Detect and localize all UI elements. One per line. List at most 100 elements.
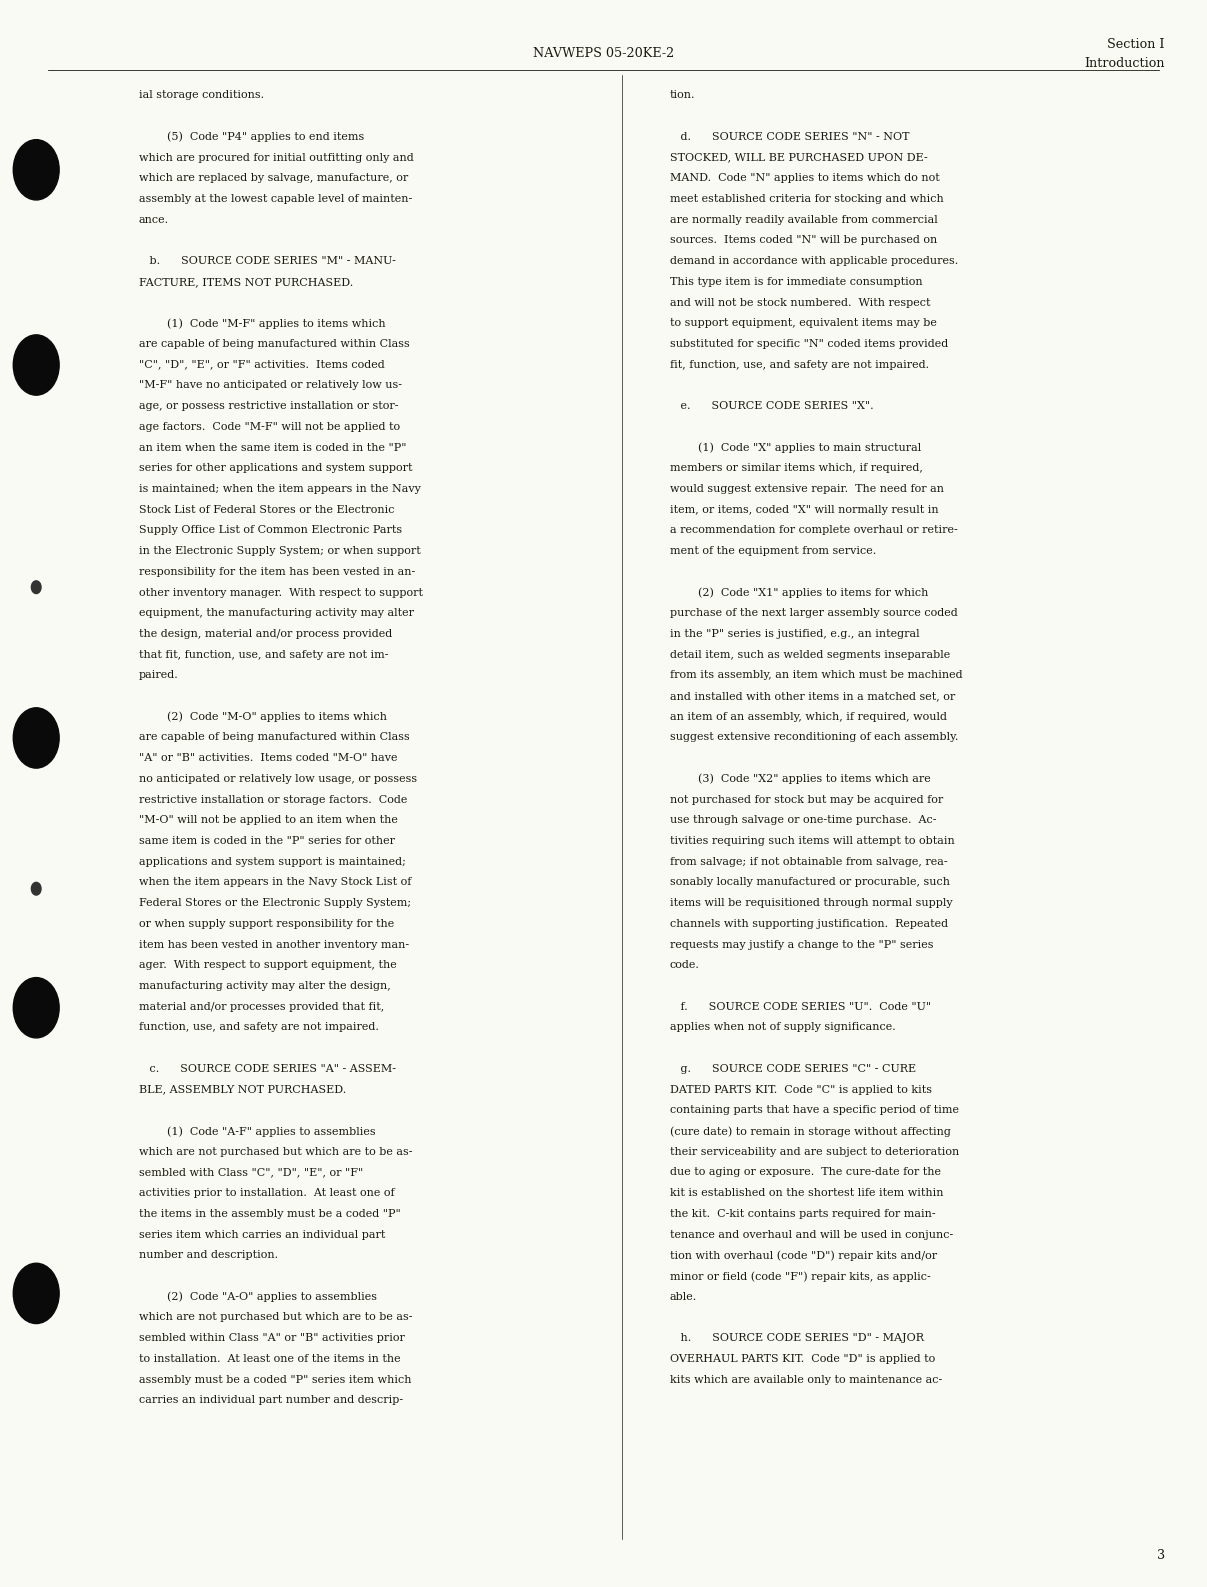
- Text: no anticipated or relatively low usage, or possess: no anticipated or relatively low usage, …: [139, 774, 416, 784]
- Text: manufacturing activity may alter the design,: manufacturing activity may alter the des…: [139, 981, 391, 990]
- Text: would suggest extensive repair.  The need for an: would suggest extensive repair. The need…: [670, 484, 944, 494]
- Text: NAVWEPS 05-20KE-2: NAVWEPS 05-20KE-2: [532, 48, 675, 60]
- Text: b.      SOURCE CODE SERIES "M" - MANU-: b. SOURCE CODE SERIES "M" - MANU-: [139, 256, 396, 267]
- Text: requests may justify a change to the "P" series: requests may justify a change to the "P"…: [670, 940, 933, 949]
- Text: detail item, such as welded segments inseparable: detail item, such as welded segments ins…: [670, 649, 950, 660]
- Text: (5)  Code "P4" applies to end items: (5) Code "P4" applies to end items: [139, 132, 365, 143]
- Text: which are not purchased but which are to be as-: which are not purchased but which are to…: [139, 1312, 413, 1322]
- Text: substituted for specific "N" coded items provided: substituted for specific "N" coded items…: [670, 340, 949, 349]
- Text: and installed with other items in a matched set, or: and installed with other items in a matc…: [670, 690, 955, 701]
- Text: able.: able.: [670, 1292, 698, 1301]
- Text: which are procured for initial outfitting only and: which are procured for initial outfittin…: [139, 152, 414, 162]
- Text: series for other applications and system support: series for other applications and system…: [139, 463, 413, 473]
- Text: sembled with Class "C", "D", "E", or "F": sembled with Class "C", "D", "E", or "F": [139, 1168, 363, 1178]
- Circle shape: [13, 708, 59, 768]
- Text: FACTURE, ITEMS NOT PURCHASED.: FACTURE, ITEMS NOT PURCHASED.: [139, 276, 354, 287]
- Text: is maintained; when the item appears in the Navy: is maintained; when the item appears in …: [139, 484, 421, 494]
- Text: applications and system support is maintained;: applications and system support is maint…: [139, 857, 406, 867]
- Text: use through salvage or one-time purchase.  Ac-: use through salvage or one-time purchase…: [670, 816, 937, 825]
- Text: which are replaced by salvage, manufacture, or: which are replaced by salvage, manufactu…: [139, 173, 408, 184]
- Text: items will be requisitioned through normal supply: items will be requisitioned through norm…: [670, 898, 952, 908]
- Circle shape: [13, 1263, 59, 1324]
- Text: from salvage; if not obtainable from salvage, rea-: from salvage; if not obtainable from sal…: [670, 857, 947, 867]
- Text: suggest extensive reconditioning of each assembly.: suggest extensive reconditioning of each…: [670, 733, 958, 743]
- Text: (2)  Code "A-O" applies to assemblies: (2) Code "A-O" applies to assemblies: [139, 1292, 377, 1303]
- Text: other inventory manager.  With respect to support: other inventory manager. With respect to…: [139, 587, 422, 598]
- Text: restrictive installation or storage factors.  Code: restrictive installation or storage fact…: [139, 795, 407, 805]
- Text: Federal Stores or the Electronic Supply System;: Federal Stores or the Electronic Supply …: [139, 898, 410, 908]
- Text: or when supply support responsibility for the: or when supply support responsibility fo…: [139, 919, 393, 928]
- Text: fit, function, use, and safety are not impaired.: fit, function, use, and safety are not i…: [670, 360, 929, 370]
- Text: BLE, ASSEMBLY NOT PURCHASED.: BLE, ASSEMBLY NOT PURCHASED.: [139, 1084, 346, 1095]
- Text: to support equipment, equivalent items may be: to support equipment, equivalent items m…: [670, 319, 937, 329]
- Text: function, use, and safety are not impaired.: function, use, and safety are not impair…: [139, 1022, 379, 1033]
- Text: equipment, the manufacturing activity may alter: equipment, the manufacturing activity ma…: [139, 608, 414, 619]
- Text: 3: 3: [1156, 1549, 1165, 1562]
- Text: Introduction: Introduction: [1084, 57, 1165, 70]
- Circle shape: [13, 978, 59, 1038]
- Text: to installation.  At least one of the items in the: to installation. At least one of the ite…: [139, 1354, 401, 1363]
- Text: This type item is for immediate consumption: This type item is for immediate consumpt…: [670, 276, 922, 287]
- Text: (1)  Code "A-F" applies to assemblies: (1) Code "A-F" applies to assemblies: [139, 1127, 375, 1136]
- Text: "M-O" will not be applied to an item when the: "M-O" will not be applied to an item whe…: [139, 816, 397, 825]
- Text: Supply Office List of Common Electronic Parts: Supply Office List of Common Electronic …: [139, 525, 402, 535]
- Text: (2)  Code "M-O" applies to items which: (2) Code "M-O" applies to items which: [139, 713, 386, 722]
- Circle shape: [13, 140, 59, 200]
- Text: f.      SOURCE CODE SERIES "U".  Code "U": f. SOURCE CODE SERIES "U". Code "U": [670, 1001, 931, 1013]
- Text: series item which carries an individual part: series item which carries an individual …: [139, 1230, 385, 1239]
- Text: when the item appears in the Navy Stock List of: when the item appears in the Navy Stock …: [139, 878, 412, 887]
- Text: "C", "D", "E", or "F" activities.  Items coded: "C", "D", "E", or "F" activities. Items …: [139, 360, 385, 370]
- Text: applies when not of supply significance.: applies when not of supply significance.: [670, 1022, 896, 1033]
- Text: code.: code.: [670, 960, 700, 970]
- Circle shape: [13, 335, 59, 395]
- Text: are normally readily available from commercial: are normally readily available from comm…: [670, 214, 938, 225]
- Text: c.      SOURCE CODE SERIES "A" - ASSEM-: c. SOURCE CODE SERIES "A" - ASSEM-: [139, 1063, 396, 1074]
- Text: (3)  Code "X2" applies to items which are: (3) Code "X2" applies to items which are: [670, 774, 931, 784]
- Text: not purchased for stock but may be acquired for: not purchased for stock but may be acqui…: [670, 795, 943, 805]
- Text: MAND.  Code "N" applies to items which do not: MAND. Code "N" applies to items which do…: [670, 173, 939, 184]
- Text: the design, material and/or process provided: the design, material and/or process prov…: [139, 628, 392, 640]
- Text: number and description.: number and description.: [139, 1251, 278, 1260]
- Text: (1)  Code "X" applies to main structural: (1) Code "X" applies to main structural: [670, 443, 921, 454]
- Text: responsibility for the item has been vested in an-: responsibility for the item has been ves…: [139, 567, 415, 576]
- Text: tion.: tion.: [670, 90, 695, 100]
- Text: material and/or processes provided that fit,: material and/or processes provided that …: [139, 1001, 384, 1013]
- Text: (2)  Code "X1" applies to items for which: (2) Code "X1" applies to items for which: [670, 587, 928, 598]
- Text: containing parts that have a specific period of time: containing parts that have a specific pe…: [670, 1105, 958, 1116]
- Text: demand in accordance with applicable procedures.: demand in accordance with applicable pro…: [670, 256, 958, 267]
- Text: "A" or "B" activities.  Items coded "M-O" have: "A" or "B" activities. Items coded "M-O"…: [139, 754, 397, 763]
- Text: from its assembly, an item which must be machined: from its assembly, an item which must be…: [670, 670, 962, 681]
- Text: sonably locally manufactured or procurable, such: sonably locally manufactured or procurab…: [670, 878, 950, 887]
- Text: age, or possess restrictive installation or stor-: age, or possess restrictive installation…: [139, 402, 398, 411]
- Text: the items in the assembly must be a coded "P": the items in the assembly must be a code…: [139, 1209, 401, 1219]
- Text: carries an individual part number and descrip-: carries an individual part number and de…: [139, 1395, 403, 1404]
- Text: ment of the equipment from service.: ment of the equipment from service.: [670, 546, 876, 555]
- Text: tion with overhaul (code "D") repair kits and/or: tion with overhaul (code "D") repair kit…: [670, 1251, 937, 1260]
- Text: minor or field (code "F") repair kits, as applic-: minor or field (code "F") repair kits, a…: [670, 1271, 931, 1282]
- Text: same item is coded in the "P" series for other: same item is coded in the "P" series for…: [139, 836, 395, 846]
- Text: ager.  With respect to support equipment, the: ager. With respect to support equipment,…: [139, 960, 397, 970]
- Circle shape: [31, 882, 41, 895]
- Text: a recommendation for complete overhaul or retire-: a recommendation for complete overhaul o…: [670, 525, 957, 535]
- Text: that fit, function, use, and safety are not im-: that fit, function, use, and safety are …: [139, 649, 389, 660]
- Text: g.      SOURCE CODE SERIES "C" - CURE: g. SOURCE CODE SERIES "C" - CURE: [670, 1063, 916, 1074]
- Text: age factors.  Code "M-F" will not be applied to: age factors. Code "M-F" will not be appl…: [139, 422, 400, 432]
- Text: sembled within Class "A" or "B" activities prior: sembled within Class "A" or "B" activiti…: [139, 1333, 404, 1343]
- Text: assembly at the lowest capable level of mainten-: assembly at the lowest capable level of …: [139, 194, 412, 205]
- Text: e.      SOURCE CODE SERIES "X".: e. SOURCE CODE SERIES "X".: [670, 402, 874, 411]
- Text: (1)  Code "M-F" applies to items which: (1) Code "M-F" applies to items which: [139, 319, 385, 329]
- Text: are capable of being manufactured within Class: are capable of being manufactured within…: [139, 733, 409, 743]
- Text: due to aging or exposure.  The cure-date for the: due to aging or exposure. The cure-date …: [670, 1168, 941, 1178]
- Text: sources.  Items coded "N" will be purchased on: sources. Items coded "N" will be purchas…: [670, 235, 937, 246]
- Text: paired.: paired.: [139, 670, 179, 681]
- Text: STOCKED, WILL BE PURCHASED UPON DE-: STOCKED, WILL BE PURCHASED UPON DE-: [670, 152, 928, 162]
- Text: Section I: Section I: [1107, 38, 1165, 51]
- Text: tivities requiring such items will attempt to obtain: tivities requiring such items will attem…: [670, 836, 955, 846]
- Text: ial storage conditions.: ial storage conditions.: [139, 90, 264, 100]
- Text: item has been vested in another inventory man-: item has been vested in another inventor…: [139, 940, 409, 949]
- Text: ance.: ance.: [139, 214, 169, 225]
- Text: "M-F" have no anticipated or relatively low us-: "M-F" have no anticipated or relatively …: [139, 381, 402, 390]
- Text: item, or items, coded "X" will normally result in: item, or items, coded "X" will normally …: [670, 505, 939, 514]
- Text: d.      SOURCE CODE SERIES "N" - NOT: d. SOURCE CODE SERIES "N" - NOT: [670, 132, 909, 141]
- Text: an item of an assembly, which, if required, would: an item of an assembly, which, if requir…: [670, 713, 946, 722]
